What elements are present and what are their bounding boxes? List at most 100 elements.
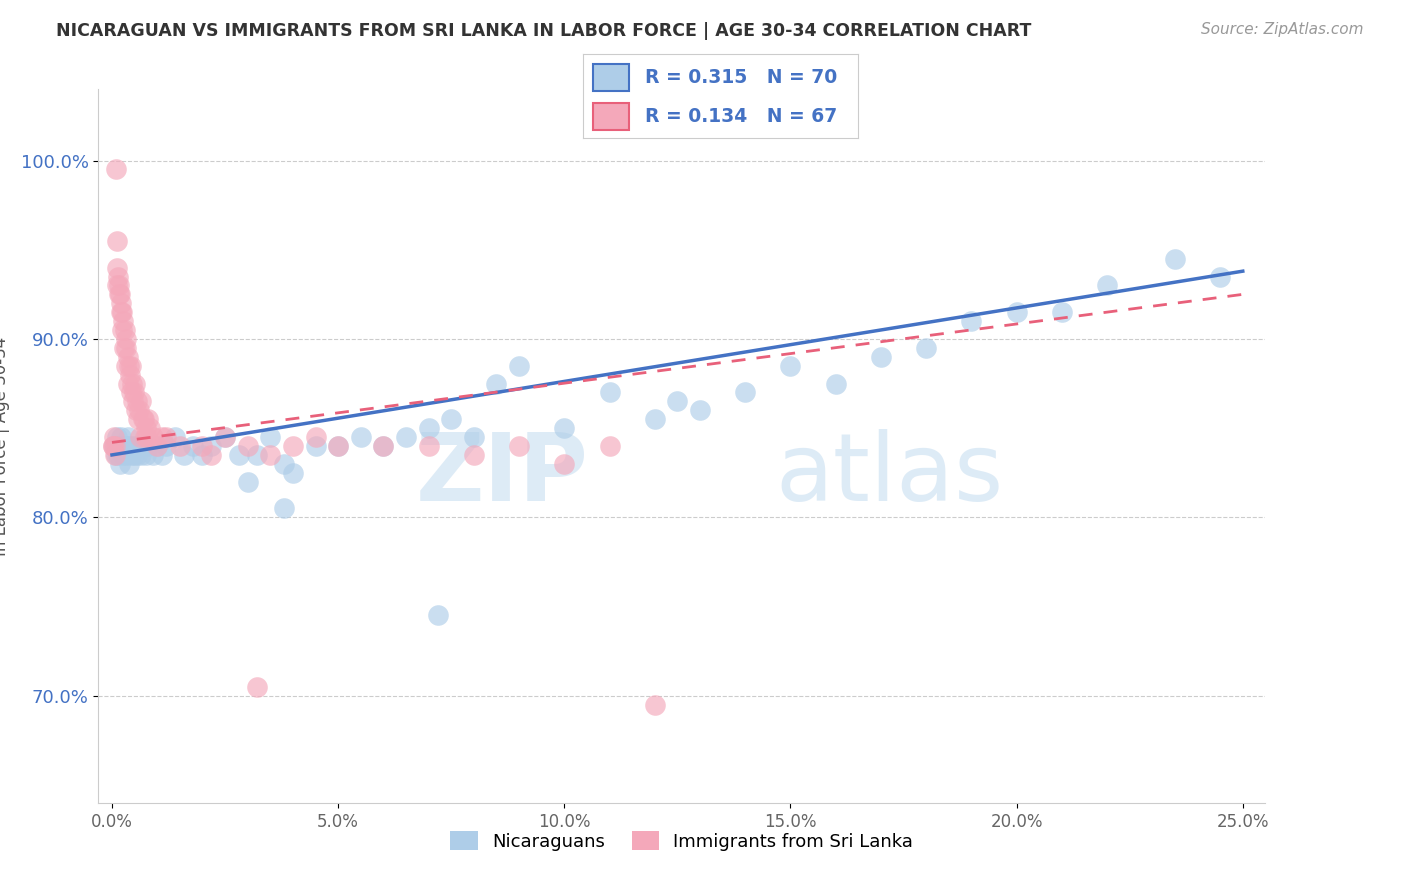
Point — [328, 439, 350, 453]
Point — [118, 457, 141, 471]
Point — [115, 359, 138, 373]
Point — [1050, 305, 1073, 319]
Text: R = 0.315   N = 70: R = 0.315 N = 70 — [645, 68, 838, 87]
Point — [150, 448, 173, 462]
Point — [734, 385, 756, 400]
Point — [125, 394, 148, 409]
Text: ZIP: ZIP — [416, 428, 589, 521]
Point — [112, 314, 135, 328]
Point — [135, 421, 157, 435]
Point — [108, 439, 131, 453]
Point — [122, 448, 145, 462]
Text: NICARAGUAN VS IMMIGRANTS FROM SRI LANKA IN LABOR FORCE | AGE 30-34 CORRELATION C: NICARAGUAN VS IMMIGRANTS FROM SRI LANKA … — [56, 22, 1032, 40]
Point — [191, 448, 214, 462]
Point — [105, 278, 128, 293]
Point — [104, 439, 127, 453]
Point — [553, 457, 575, 471]
Point — [146, 439, 169, 453]
Point — [103, 430, 125, 444]
Point — [146, 439, 169, 453]
Point — [121, 394, 143, 409]
Point — [114, 332, 136, 346]
Text: Source: ZipAtlas.com: Source: ZipAtlas.com — [1201, 22, 1364, 37]
Point — [111, 323, 134, 337]
Point — [200, 448, 222, 462]
Point — [132, 412, 155, 426]
Point — [214, 430, 236, 444]
Point — [115, 439, 138, 453]
Point — [131, 448, 153, 462]
Point — [128, 439, 150, 453]
Point — [105, 430, 128, 444]
Point — [328, 439, 350, 453]
Point — [132, 412, 155, 426]
Point — [485, 376, 508, 391]
Point — [124, 439, 146, 453]
Point — [136, 430, 159, 444]
Point — [120, 448, 142, 462]
Point — [104, 162, 127, 177]
Point — [644, 412, 666, 426]
Y-axis label: In Labor Force | Age 30-34: In Labor Force | Age 30-34 — [0, 336, 10, 556]
Point — [150, 430, 173, 444]
Point — [103, 439, 125, 453]
Point — [117, 350, 139, 364]
Point — [131, 394, 153, 409]
Point — [259, 430, 281, 444]
Point — [124, 376, 146, 391]
Point — [104, 448, 127, 462]
Point — [114, 439, 136, 453]
Point — [273, 501, 295, 516]
Point — [1164, 252, 1187, 266]
Point — [115, 341, 138, 355]
Point — [110, 296, 132, 310]
Legend: Nicaraguans, Immigrants from Sri Lanka: Nicaraguans, Immigrants from Sri Lanka — [443, 824, 921, 858]
Point — [418, 439, 440, 453]
Text: atlas: atlas — [775, 428, 1004, 521]
Point — [103, 439, 125, 453]
Point — [169, 439, 191, 453]
Point — [644, 698, 666, 712]
Point — [440, 412, 463, 426]
Point — [120, 368, 142, 382]
Point — [508, 359, 530, 373]
Point — [112, 341, 135, 355]
Point — [1005, 305, 1028, 319]
Point — [779, 359, 801, 373]
Point — [281, 439, 304, 453]
Point — [120, 385, 142, 400]
Point — [228, 448, 250, 462]
Point — [114, 448, 136, 462]
Point — [870, 350, 893, 364]
Point — [132, 439, 155, 453]
Point — [191, 439, 214, 453]
Point — [142, 430, 165, 444]
Point — [108, 278, 131, 293]
Point — [111, 305, 134, 319]
Point — [281, 466, 304, 480]
Point — [183, 439, 205, 453]
Point — [107, 269, 129, 284]
Point — [304, 439, 326, 453]
Point — [463, 448, 485, 462]
Point — [120, 359, 142, 373]
Point — [121, 439, 143, 453]
Point — [135, 448, 157, 462]
Point — [236, 475, 259, 489]
Point — [107, 439, 129, 453]
Point — [824, 376, 846, 391]
Point — [125, 448, 148, 462]
Point — [463, 430, 485, 444]
Point — [246, 680, 269, 694]
Point — [128, 403, 150, 417]
Point — [136, 412, 159, 426]
Point — [142, 448, 165, 462]
Point — [105, 234, 128, 248]
Point — [373, 439, 395, 453]
Point — [165, 430, 187, 444]
Point — [155, 430, 177, 444]
Point — [117, 430, 139, 444]
Point — [508, 439, 530, 453]
Point — [124, 403, 146, 417]
FancyBboxPatch shape — [593, 63, 628, 91]
